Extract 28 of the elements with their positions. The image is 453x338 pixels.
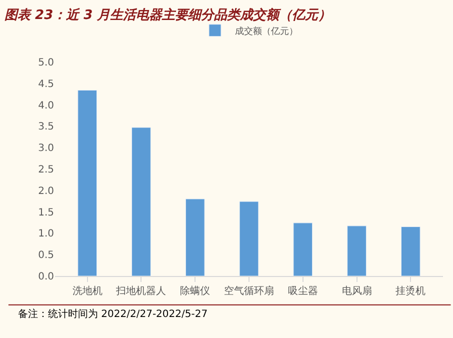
x-tick-label: 电风扇 (342, 285, 372, 297)
y-tick-label: 0.5 (38, 250, 54, 262)
x-tick-label: 洗地机 (72, 285, 102, 297)
y-tick-label: 0.0 (38, 272, 54, 282)
x-tick-label: 扫地机器人 (115, 285, 166, 297)
bar (347, 226, 366, 276)
y-tick-label: 2.5 (38, 164, 54, 176)
legend-label: 成交额（亿元） (235, 26, 298, 37)
bar (185, 198, 205, 276)
y-tick-label: 2.0 (38, 186, 54, 197)
x-tick-label: 除螨仪 (180, 285, 210, 297)
y-tick-label: 3.0 (38, 143, 54, 154)
bar (78, 90, 98, 276)
x-tick-label: 空气循环扇 (224, 285, 274, 297)
y-tick-label: 4.0 (38, 100, 54, 112)
bar (400, 226, 420, 276)
x-tick-label: 吸尘器 (288, 285, 318, 297)
y-tick-label: 3.5 (38, 122, 54, 133)
y-tick-label: 1.0 (38, 228, 54, 240)
text: 备注：统计时间为 2022/2/27-2022/5-27 (18, 308, 208, 320)
bar (239, 201, 259, 276)
chart-title: 图表 23：近 3 月生活电器主要细分品类成交额（亿元） (4, 7, 332, 24)
y-tick-label: 5.0 (38, 58, 54, 68)
y-tick-label: 4.5 (38, 78, 54, 90)
y-tick-label: 1.5 (38, 207, 54, 218)
bar (132, 127, 151, 276)
bar (293, 222, 313, 276)
x-tick-label: 挂烫机 (396, 285, 426, 297)
